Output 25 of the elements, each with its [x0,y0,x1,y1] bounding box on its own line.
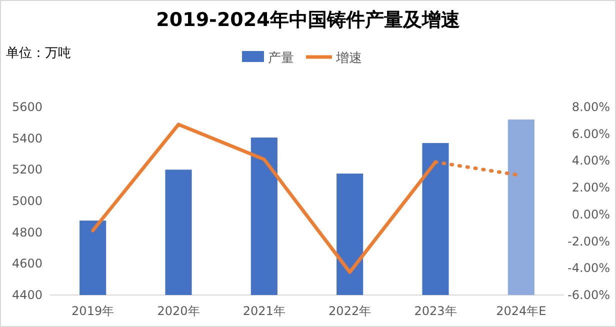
y2-tick-label: 4.00% [572,154,610,168]
x-tick-label: 2023年 [414,304,457,318]
y2-tick-label: 2.00% [572,180,610,195]
y2-tick-label: -4.00% [568,261,610,276]
legend-label: 产量 [268,51,294,66]
x-tick-label: 2024年E [496,304,546,318]
x-tick-label: 2020年 [157,304,200,318]
y2-tick-label: -2.00% [568,234,610,248]
y-tick-label: 5400 [12,131,43,146]
y-tick-label: 4800 [12,225,43,240]
x-tick-label: 2021年 [242,304,286,318]
y2-tick-label: 0.00% [572,207,610,222]
y2-tick-label: 6.00% [572,126,610,141]
y-tick-label: 4400 [12,288,43,302]
y-tick-label: 5000 [12,194,43,208]
chart-title: 2019-2024年中国铸件产量及增速 [156,9,460,31]
y2-tick-label: 8.00% [572,100,610,114]
x-tick-label: 2022年 [328,304,372,318]
text: 单位：万吨 [6,46,71,61]
y-tick-label: 5600 [12,100,43,114]
legend-label: 增速 [335,51,362,66]
y-tick-label: 4600 [12,256,43,271]
y-tick-label: 5200 [12,162,43,177]
x-tick-label: 2019年 [72,304,114,318]
y2-tick-label: -6.00% [568,288,610,302]
